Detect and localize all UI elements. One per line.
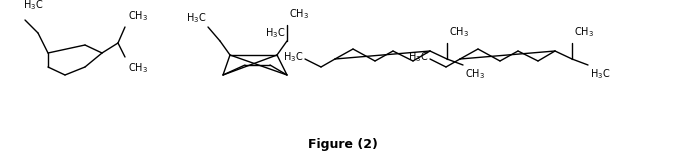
Text: H$_3$C: H$_3$C — [283, 50, 303, 64]
Text: H$_3$C: H$_3$C — [590, 67, 611, 81]
Text: H$_3$C: H$_3$C — [186, 11, 206, 25]
Text: H$_3$C: H$_3$C — [265, 26, 285, 40]
Text: CH$_3$: CH$_3$ — [128, 9, 148, 23]
Text: H$_3$C: H$_3$C — [23, 0, 43, 12]
Text: CH$_3$: CH$_3$ — [574, 25, 594, 39]
Text: CH$_3$: CH$_3$ — [449, 25, 469, 39]
Text: CH$_3$: CH$_3$ — [289, 7, 309, 21]
Text: CH$_3$: CH$_3$ — [128, 61, 148, 75]
Text: Figure (2): Figure (2) — [308, 138, 378, 151]
Text: H$_3$C: H$_3$C — [407, 50, 428, 64]
Text: CH$_\mathregular{3}$: CH$_\mathregular{3}$ — [465, 67, 485, 81]
